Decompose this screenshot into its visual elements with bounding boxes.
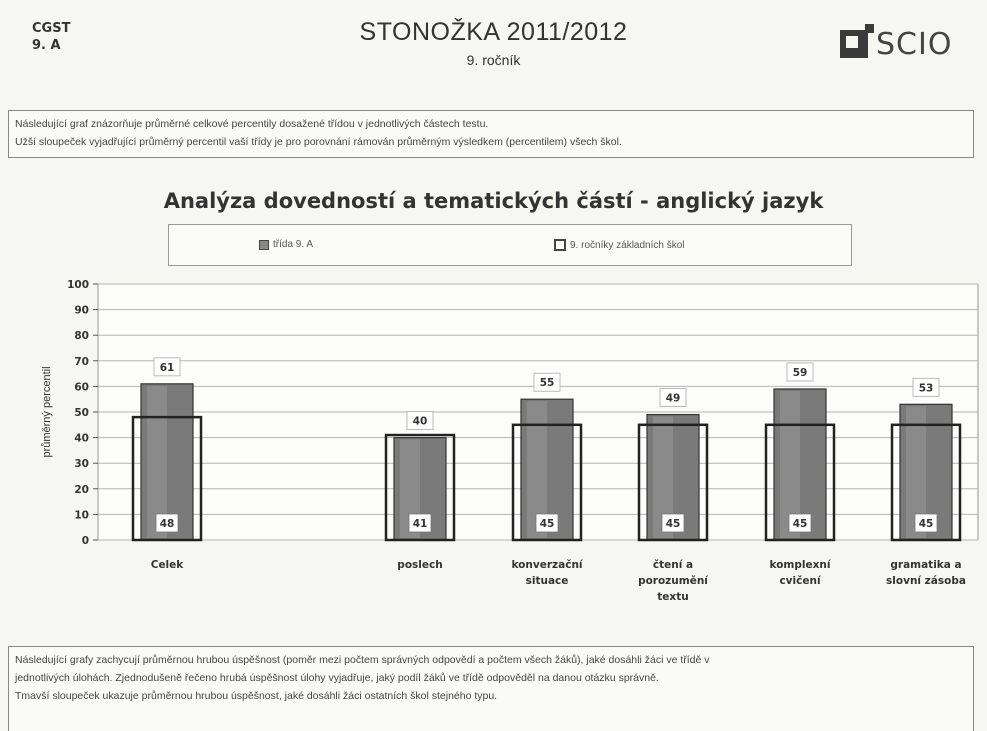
bar-schools-frame xyxy=(384,433,456,542)
data-label-box-schools xyxy=(788,513,812,533)
bar-schools-frame xyxy=(764,423,836,542)
legend-item-class: třída 9. A xyxy=(259,239,313,250)
y-tick-label: 10 xyxy=(74,509,89,521)
scio-logo: SCIO xyxy=(840,24,953,62)
outro-box: Následující grafy zachycují průměrnou hr… xyxy=(8,646,974,731)
data-label-box-class xyxy=(659,388,687,407)
data-label-box-schools xyxy=(661,513,685,533)
data-label-class: 61 xyxy=(160,362,175,374)
data-label-class: 59 xyxy=(793,367,808,379)
bar-class-highlight xyxy=(780,390,800,538)
y-tick-label: 70 xyxy=(74,356,89,368)
x-category-label: komplexní xyxy=(770,559,832,571)
scio-logo-text: SCIO xyxy=(876,26,953,62)
bar-schools-frame xyxy=(511,423,583,542)
intro-line-2: Užší sloupeček vyjadřující průměrný perc… xyxy=(15,136,622,148)
bar-class-highlight xyxy=(400,439,420,538)
y-tick-label: 20 xyxy=(74,484,89,496)
page-title: STONOŽKA 2011/2012 xyxy=(359,18,628,46)
x-category-label: gramatika a xyxy=(890,559,961,571)
outro-line-1: Následující grafy zachycují průměrnou hr… xyxy=(15,654,710,666)
y-tick-label: 0 xyxy=(82,535,89,547)
x-category-label: konverzační xyxy=(511,559,583,571)
y-tick-label: 100 xyxy=(67,279,89,291)
data-label-box-class xyxy=(153,357,181,377)
x-category-label: cvičení xyxy=(779,575,821,587)
data-label-schools: 41 xyxy=(413,518,428,530)
data-label-box-class xyxy=(786,362,814,382)
legend-label-class: třída 9. A xyxy=(273,239,314,250)
bar-class-highlight xyxy=(527,401,547,538)
x-category-label: poslech xyxy=(397,559,442,571)
y-axis-label: průměrný percentil xyxy=(41,366,53,457)
data-label-box-schools xyxy=(408,513,432,533)
chart-legend: třída 9. A 9. ročníky základních škol xyxy=(168,224,852,266)
legend-swatch-class xyxy=(259,239,269,250)
class-info: CGST 9. A xyxy=(32,20,70,54)
bar-class-highlight xyxy=(906,406,926,538)
legend-swatch-schools xyxy=(554,239,566,251)
data-label-class: 49 xyxy=(666,393,681,405)
y-tick-label: 80 xyxy=(74,330,89,342)
data-label-box-schools xyxy=(155,513,179,533)
data-label-box-class xyxy=(406,411,434,431)
intro-box: Následující graf znázorňuje průměrné cel… xyxy=(8,110,974,158)
data-label-box-schools xyxy=(914,513,938,533)
data-label-schools: 45 xyxy=(919,518,934,530)
class-name: 9. A xyxy=(32,38,61,53)
percentile-bar-chart: 0 10 20 30 40 50 60 70 80 90 100 průměrný percentil… xyxy=(41,279,979,603)
bar-schools-frame xyxy=(131,415,203,542)
y-tick-label: 60 xyxy=(74,381,89,393)
y-tick-label: 50 xyxy=(74,407,89,419)
data-label-class: 40 xyxy=(413,416,428,428)
data-label-schools: 45 xyxy=(540,518,555,530)
x-category-label: Celek xyxy=(151,559,185,571)
scio-logo-icon xyxy=(840,24,874,58)
data-label-class: 53 xyxy=(919,382,934,394)
data-label-box-class xyxy=(912,377,940,397)
bar-class-highlight xyxy=(653,416,673,538)
data-label-box-class xyxy=(533,372,561,392)
outro-line-3: Tmavší sloupeček ukazuje průměrnou hrubo… xyxy=(15,690,498,702)
page-subtitle: 9. ročník xyxy=(466,52,521,68)
bar-class-highlight xyxy=(147,385,167,538)
y-tick-label: 30 xyxy=(74,458,89,470)
outro-line-2: jednotlivých úlohách. Zjednodušeně řečen… xyxy=(15,672,659,684)
data-label-schools: 45 xyxy=(793,518,808,530)
x-category-label: slovní zásoba xyxy=(886,575,966,587)
x-category-label: situace xyxy=(526,575,569,587)
bar-schools-frame xyxy=(890,423,962,542)
data-label-box-schools xyxy=(535,513,559,533)
y-tick-label: 90 xyxy=(74,305,89,317)
x-category-label: porozumění xyxy=(638,575,709,587)
x-category-label: čtení a xyxy=(653,559,693,571)
legend-label-schools: 9. ročníky základních škol xyxy=(570,239,685,251)
intro-line-1: Následující graf znázorňuje průměrné cel… xyxy=(15,118,489,130)
y-tick-label: 40 xyxy=(74,433,89,445)
data-label-schools: 48 xyxy=(160,518,175,530)
data-label-class: 55 xyxy=(540,377,555,389)
school-code: CGST xyxy=(32,21,71,36)
x-category-label: textu xyxy=(657,591,688,603)
legend-item-schools: 9. ročníky základních škol xyxy=(554,239,685,251)
data-label-schools: 45 xyxy=(666,518,681,530)
chart-title: Analýza dovedností a tematických částí -… xyxy=(163,189,824,213)
bar-schools-frame xyxy=(637,423,709,542)
